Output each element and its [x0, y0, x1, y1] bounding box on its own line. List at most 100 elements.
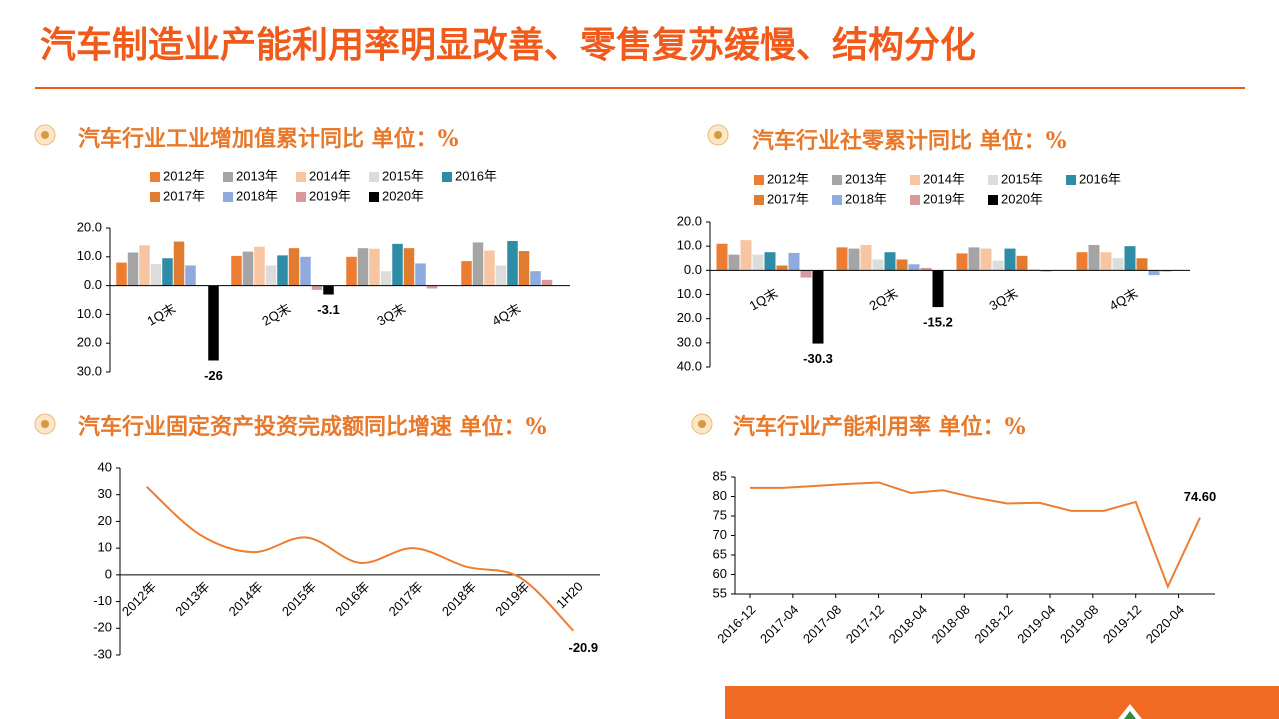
legend-label: 2014年	[923, 171, 965, 186]
legend-swatch	[296, 192, 306, 202]
bar	[461, 261, 472, 286]
bar	[788, 252, 800, 271]
bar	[836, 247, 848, 271]
x-tick-label: 2017-12	[843, 602, 887, 646]
bar	[392, 243, 403, 286]
legend-label: 2012年	[163, 168, 205, 183]
y-tick-label: 80	[713, 488, 727, 503]
bar	[265, 265, 277, 286]
bar	[357, 248, 369, 286]
y-tick-label: 75	[713, 507, 727, 522]
bar	[369, 248, 380, 286]
bar	[1016, 255, 1028, 271]
line	[145, 485, 575, 632]
x-tick-label: 2019-12	[1100, 602, 1144, 646]
bar	[116, 262, 127, 286]
bar	[800, 270, 812, 278]
bar	[254, 246, 265, 286]
y-tick-label: -20	[93, 620, 112, 635]
x-tick-label: 2017-08	[800, 602, 844, 646]
y-tick-label: -30	[93, 646, 112, 661]
bar	[288, 248, 300, 286]
y-tick-label: 20.0	[677, 213, 702, 228]
bar	[1136, 258, 1148, 271]
legend-swatch	[988, 195, 998, 205]
bar	[530, 271, 541, 286]
bullet	[41, 131, 49, 139]
bullet	[41, 420, 49, 428]
y-tick-label: 30.0	[77, 363, 102, 378]
x-tick-label: 2012年	[119, 579, 159, 619]
legend-swatch	[442, 172, 452, 182]
value-label: -20.9	[569, 640, 599, 655]
bar	[518, 251, 530, 286]
legend-label: 2019年	[923, 191, 965, 206]
y-tick-label: 20.0	[677, 310, 702, 325]
legend-label: 2018年	[236, 188, 278, 203]
chart-title: 汽车行业工业增加值累计同比 单位：%	[78, 126, 459, 152]
footer-logo	[1124, 711, 1136, 719]
bar	[403, 248, 415, 286]
bar	[150, 264, 162, 286]
value-label: -26	[204, 368, 223, 383]
y-tick-label: 30.0	[677, 334, 702, 349]
x-tick-label: 2014年	[226, 579, 266, 619]
y-tick-label: 10.0	[677, 286, 702, 301]
footer-bar	[725, 686, 1279, 719]
legend-swatch	[754, 195, 764, 205]
slide-title: 汽车制造业产能利用率明显改善、零售复苏缓慢、结构分化	[40, 24, 976, 66]
y-tick-label: 10.0	[77, 306, 102, 321]
bar	[541, 279, 553, 286]
legend-label: 2013年	[236, 168, 278, 183]
bar	[346, 256, 357, 286]
bar	[1040, 270, 1052, 272]
legend-swatch	[754, 175, 764, 185]
bar	[1148, 270, 1160, 276]
value-label: -30.3	[803, 351, 833, 366]
bar	[507, 240, 518, 286]
y-tick-label: 60	[713, 566, 727, 581]
y-tick-label: 20.0	[77, 219, 102, 234]
chart-title: 汽车行业固定资产投资完成额同比增速 单位：%	[78, 414, 547, 440]
x-tick-label: 2019年	[492, 579, 532, 619]
bar	[764, 252, 776, 271]
bar	[208, 285, 219, 361]
bar	[1076, 252, 1088, 271]
bar	[495, 265, 507, 286]
y-tick-label: 40	[98, 459, 112, 474]
y-tick-label: 10.0	[677, 238, 702, 253]
bar	[242, 251, 254, 286]
x-tick-label: 2019-04	[1014, 602, 1058, 646]
legend-label: 2020年	[382, 188, 424, 203]
bar	[1112, 258, 1124, 271]
bar	[716, 243, 728, 271]
bar	[848, 248, 860, 271]
y-tick-label: 10.0	[77, 248, 102, 263]
bullet	[698, 420, 706, 428]
legend-label: 2019年	[309, 188, 351, 203]
y-tick-label: 0.0	[684, 262, 702, 277]
legend-swatch	[910, 195, 920, 205]
bar	[415, 263, 426, 286]
legend-swatch	[832, 175, 842, 185]
bar	[728, 254, 740, 271]
legend-label: 2017年	[767, 191, 809, 206]
legend-swatch	[832, 195, 842, 205]
bar	[920, 267, 932, 271]
x-tick-label: 4Q末	[1107, 285, 1141, 313]
x-tick-label: 2020-04	[1143, 602, 1187, 646]
bar	[932, 270, 944, 308]
chart-title: 汽车行业产能利用率 单位：%	[733, 414, 1026, 440]
bar	[311, 285, 323, 290]
bar	[968, 247, 980, 271]
bar	[752, 254, 764, 271]
legend-swatch	[369, 192, 379, 202]
x-tick-label: 2016-12	[714, 602, 758, 646]
legend-swatch	[150, 172, 160, 182]
bar	[776, 265, 788, 271]
y-tick-label: 55	[713, 585, 727, 600]
bar	[472, 242, 484, 286]
legend-swatch	[988, 175, 998, 185]
bar	[980, 248, 992, 271]
